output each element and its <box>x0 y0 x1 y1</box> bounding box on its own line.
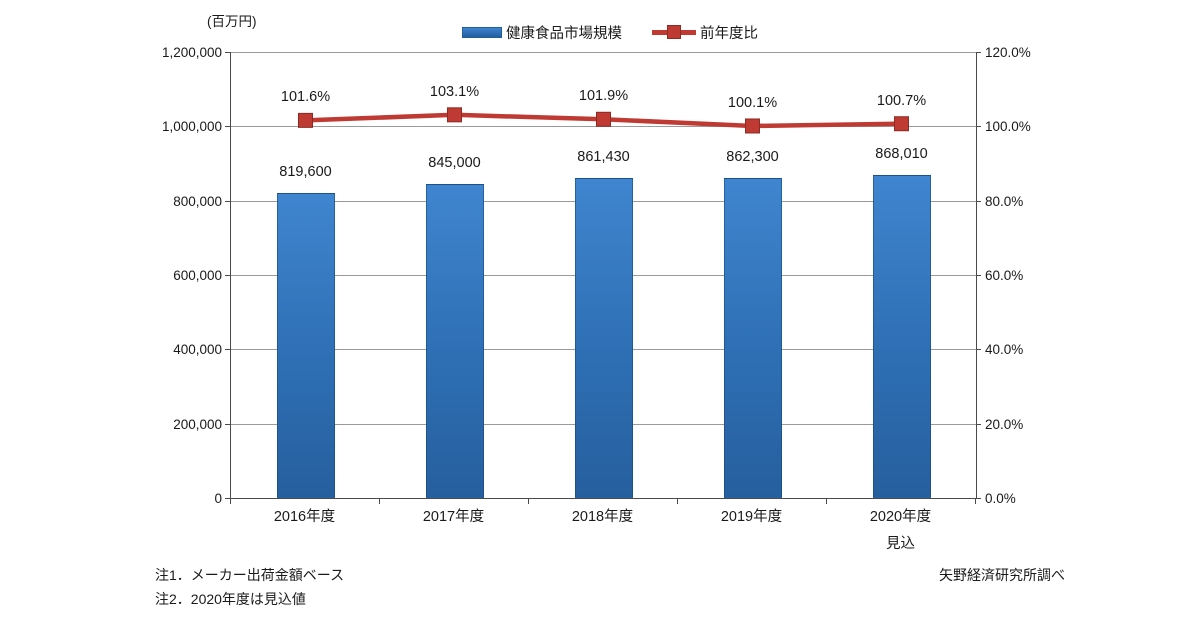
left-axis-tick <box>225 126 230 128</box>
yoy-value-label: 100.1% <box>727 94 778 111</box>
x-axis-label-2016年度: 2016年度 <box>273 509 336 525</box>
legend-line-swatch-icon <box>652 25 696 39</box>
yoy-marker-2018年度 <box>596 111 611 127</box>
x-axis-label-2017年度: 2017年度 <box>422 509 485 525</box>
bar-2016年度 <box>276 193 335 498</box>
yoy-value-label: 101.9% <box>578 88 629 105</box>
footnote-1: 注1．メーカー出荷金額ベース <box>155 567 345 583</box>
chart-legend: 健康食品市場規模 前年度比 <box>462 22 758 42</box>
x-axis-tick <box>230 499 231 504</box>
yoy-value-label: 103.1% <box>429 83 480 100</box>
left-axis-unit-label: (百万円) <box>207 14 257 29</box>
left-axis-tick-label: 0 <box>214 491 222 506</box>
plot-area: 819,600 845,000 861,430 862,300 868,010 101.6… <box>230 52 977 499</box>
left-axis-tick-label: 800,000 <box>173 193 222 209</box>
x-axis-sublabel-2020年度: 見込 <box>886 536 915 552</box>
right-axis-tick-label: 60.0% <box>985 268 1024 283</box>
legend-bar-swatch-icon <box>462 26 502 38</box>
gridline <box>231 52 976 53</box>
left-axis-tick <box>225 423 230 425</box>
yoy-marker-2020年度 <box>894 116 909 132</box>
right-axis-tick-label: 80.0% <box>985 193 1024 209</box>
bar-2019年度 <box>723 177 782 498</box>
bar-value-label: 868,010 <box>875 146 928 163</box>
left-axis-tick <box>225 349 230 351</box>
right-axis-tick <box>976 52 981 53</box>
right-axis-tick-label: 0.0% <box>985 491 1016 506</box>
right-axis-tick-label: 120.0% <box>985 45 1031 60</box>
right-axis-tick <box>976 126 981 128</box>
bar-2017年度 <box>425 183 484 498</box>
right-axis-tick <box>976 498 981 499</box>
x-axis-label-2019年度: 2019年度 <box>720 509 783 525</box>
yoy-value-label: 101.6% <box>280 89 331 106</box>
right-axis-tick <box>976 200 981 202</box>
left-axis-tick <box>225 200 230 202</box>
bar-2018年度 <box>574 177 633 498</box>
x-axis-tick <box>975 499 976 504</box>
right-axis-tick-label: 40.0% <box>985 342 1024 358</box>
left-axis-tick <box>225 275 230 276</box>
left-axis-tick-label: 1,200,000 <box>161 45 222 60</box>
footnote-2: 注2．2020年度は見込値 <box>155 591 306 607</box>
yoy-value-label: 100.7% <box>876 92 927 109</box>
bar-2020年度 <box>872 175 931 498</box>
left-axis-tick <box>225 52 230 53</box>
legend-item-yoy-ratio: 前年度比 <box>652 22 758 43</box>
bar-value-label: 862,300 <box>726 148 779 165</box>
x-axis-label-2018年度: 2018年度 <box>571 509 634 525</box>
yoy-marker-2017年度 <box>447 107 462 123</box>
source-credit: 矢野経済研究所調べ <box>939 567 1065 583</box>
yoy-marker-2016年度 <box>298 112 313 128</box>
gridline <box>231 126 976 128</box>
bar-value-label: 845,000 <box>428 154 481 171</box>
right-axis-tick <box>976 423 981 425</box>
legend-line-label: 前年度比 <box>700 25 758 42</box>
x-axis-tick <box>379 499 380 504</box>
x-axis-tick <box>677 499 678 504</box>
x-axis-tick <box>528 499 529 504</box>
left-axis-tick-label: 200,000 <box>173 416 222 432</box>
right-axis-tick-label: 100.0% <box>985 119 1031 135</box>
bar-value-label: 819,600 <box>279 164 332 181</box>
right-axis-tick-label: 20.0% <box>985 416 1024 432</box>
left-axis-tick-label: 400,000 <box>173 342 222 358</box>
right-axis-tick <box>976 349 981 351</box>
legend-line-marker <box>667 25 681 39</box>
bar-value-label: 861,430 <box>577 148 630 165</box>
right-axis-tick <box>976 275 981 276</box>
x-axis-tick <box>826 499 827 504</box>
left-axis-tick <box>225 498 230 499</box>
x-axis-label-2020年度: 2020年度 <box>869 509 932 525</box>
left-axis-tick-label: 1,000,000 <box>161 119 222 135</box>
legend-bar-label: 健康食品市場規模 <box>506 25 622 42</box>
yoy-line-series <box>298 107 909 134</box>
yoy-marker-2019年度 <box>745 118 760 134</box>
left-axis-tick-label: 600,000 <box>173 268 222 283</box>
legend-item-market-size: 健康食品市場規模 <box>462 22 622 43</box>
